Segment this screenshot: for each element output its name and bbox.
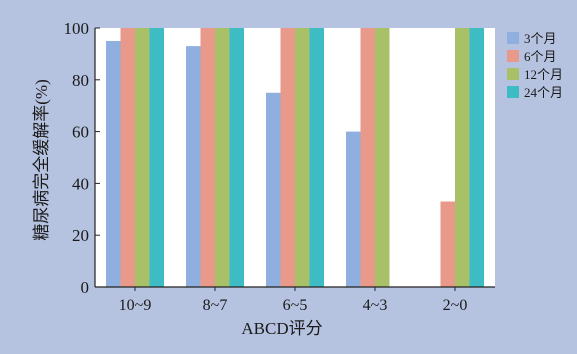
bar-8~7-3个月 <box>186 46 201 287</box>
bar-8~7-24个月 <box>229 28 244 287</box>
bar-4~3-12个月 <box>375 28 390 287</box>
y-tick-label: 100 <box>64 19 90 38</box>
y-tick-label: 60 <box>72 123 89 142</box>
bar-10~9-6个月 <box>120 28 135 287</box>
y-ticks-group: 0 20 40 60 80 100 <box>64 19 100 297</box>
bar-4~3-6个月 <box>360 28 375 287</box>
x-tick-label: 6~5 <box>283 297 308 314</box>
bars-group <box>106 28 484 288</box>
bar-6~5-6个月 <box>280 28 295 287</box>
x-axis-label: ABCD评分 <box>241 319 322 338</box>
legend-label-6个月: 6个月 <box>524 49 557 64</box>
bar-10~9-24个月 <box>149 28 164 287</box>
y-tick-label: 0 <box>81 278 90 297</box>
bar-8~7-6个月 <box>200 28 215 287</box>
legend-label-24个月: 24个月 <box>524 85 563 100</box>
bar-4~3-3个月 <box>346 131 361 287</box>
bar-2~0-12个月 <box>455 28 470 287</box>
legend-swatch-24个月 <box>507 86 519 98</box>
y-axis-label: 糖尿病完全缓解率(%) <box>32 79 51 240</box>
legend-swatch-12个月 <box>507 68 519 80</box>
bar-6~5-3个月 <box>266 92 281 287</box>
bar-2~0-6个月 <box>440 201 455 287</box>
bar-2~0-24个月 <box>469 28 484 287</box>
x-tick-label: 2~0 <box>443 297 468 314</box>
x-ticks-group: 10~9 8~7 6~5 4~3 2~0 <box>119 287 468 314</box>
bar-6~5-12个月 <box>295 28 310 287</box>
legend-swatch-3个月 <box>507 32 519 44</box>
x-tick-label: 8~7 <box>203 297 228 314</box>
legend: 3个月 6个月 12个月 24个月 <box>507 31 563 100</box>
x-tick-label: 4~3 <box>363 297 388 314</box>
bar-6~5-24个月 <box>309 28 324 287</box>
x-tick-label: 10~9 <box>119 297 152 314</box>
bar-8~7-12个月 <box>215 28 230 287</box>
y-tick-label: 80 <box>72 71 89 90</box>
legend-label-12个月: 12个月 <box>524 67 563 82</box>
y-tick-label: 40 <box>72 174 89 193</box>
y-tick-label: 20 <box>72 226 89 245</box>
bar-10~9-12个月 <box>135 28 150 287</box>
legend-swatch-6个月 <box>507 50 519 62</box>
bar-10~9-3个月 <box>106 40 121 288</box>
legend-label-3个月: 3个月 <box>524 31 557 46</box>
